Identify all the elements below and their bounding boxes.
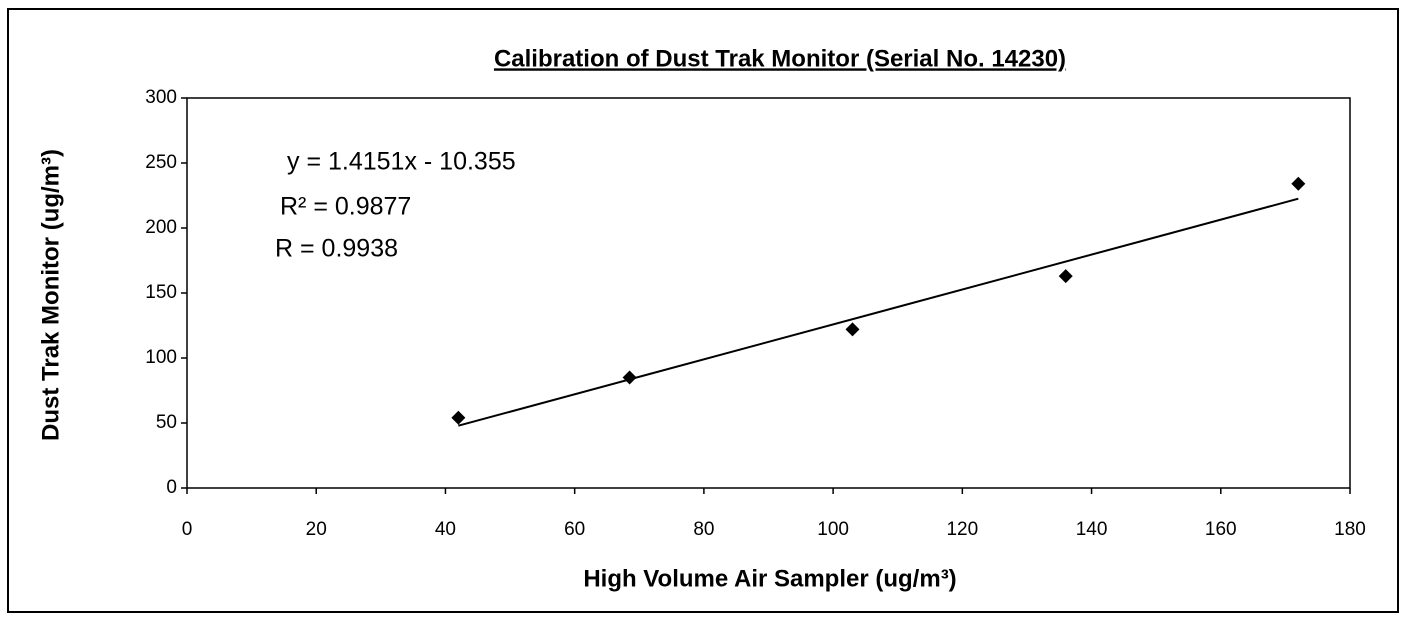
data-point [845, 322, 860, 337]
x-tick-label: 160 [1205, 519, 1237, 540]
trendline [458, 197, 1299, 427]
y-tick-label: 50 [156, 412, 177, 433]
data-point [1058, 269, 1073, 284]
equation: y = 1.4151x - 10.355 [287, 148, 516, 176]
data-point [1291, 176, 1306, 191]
x-tick-label: 140 [1076, 519, 1108, 540]
y-tick-label: 200 [145, 217, 177, 238]
y-axis-label: Dust Trak Monitor (ug/m³) [37, 149, 64, 441]
chart-frame [7, 8, 1399, 613]
x-tick-label: 180 [1334, 519, 1366, 540]
y-tick-label: 300 [145, 87, 177, 108]
x-axis-label: High Volume Air Sampler (ug/m³) [583, 565, 956, 592]
data-point [451, 410, 466, 425]
r-value: R = 0.9938 [275, 235, 398, 263]
y-tick-label: 0 [166, 477, 177, 498]
data-point [622, 370, 637, 385]
x-tick-label: 40 [435, 519, 456, 540]
y-tick-label: 250 [145, 152, 177, 173]
y-tick-label: 100 [145, 347, 177, 368]
chart-title: Calibration of Dust Trak Monitor (Serial… [494, 45, 1066, 72]
x-tick-label: 80 [693, 519, 714, 540]
r-squared: R² = 0.9877 [280, 193, 411, 221]
x-tick-label: 100 [817, 519, 849, 540]
x-tick-label: 20 [306, 519, 327, 540]
y-tick-label: 150 [145, 282, 177, 303]
x-tick-label: 60 [564, 519, 585, 540]
x-tick-label: 0 [182, 519, 193, 540]
x-tick-label: 120 [946, 519, 978, 540]
